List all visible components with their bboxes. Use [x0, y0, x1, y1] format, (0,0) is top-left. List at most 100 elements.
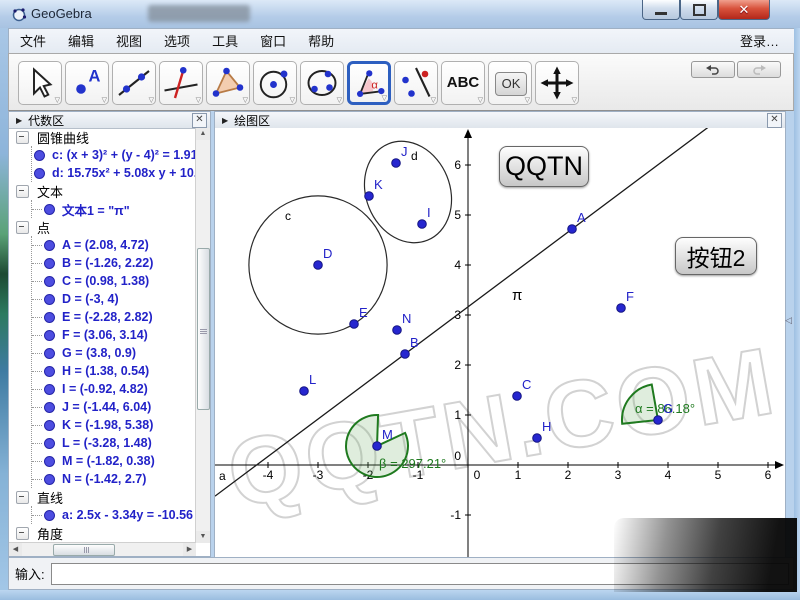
- algebra-item[interactable]: c: (x + 3)² + (y - 4)² = 1.91: [32, 146, 196, 164]
- point-C[interactable]: [512, 391, 522, 401]
- algebra-group-header[interactable]: 文本: [9, 182, 196, 200]
- visibility-bullet-icon[interactable]: [34, 149, 45, 161]
- visibility-bullet-icon[interactable]: [44, 401, 55, 413]
- ellipse-d[interactable]: [350, 128, 467, 256]
- tool-conic-through-points[interactable]: ▽: [300, 61, 344, 105]
- algebra-item[interactable]: C = (0.98, 1.38): [32, 272, 196, 290]
- angle-sector[interactable]: [345, 414, 409, 478]
- canvas-button-2[interactable]: 按钮2: [675, 237, 757, 275]
- visibility-bullet-icon[interactable]: [44, 347, 55, 359]
- algebra-item[interactable]: L = (-3.28, 1.48): [32, 434, 196, 452]
- algebra-item[interactable]: M = (-1.82, 0.38): [32, 452, 196, 470]
- algebra-item[interactable]: N = (-1.42, 2.7): [32, 470, 196, 488]
- tool-move-graphics-view[interactable]: ▽: [535, 61, 579, 105]
- line-a[interactable]: [215, 128, 781, 497]
- visibility-bullet-icon[interactable]: [44, 455, 55, 467]
- tool-reflect-about-line[interactable]: ▽: [394, 61, 438, 105]
- algebra-item[interactable]: 文本1 = "π": [32, 200, 196, 218]
- tool-dropdown-icon[interactable]: ▽: [524, 97, 530, 104]
- point-G[interactable]: [653, 415, 663, 425]
- point-J[interactable]: [391, 158, 401, 168]
- menu-item-3[interactable]: 选项: [164, 34, 191, 49]
- visibility-bullet-icon[interactable]: [44, 275, 55, 287]
- graphics-close-icon[interactable]: ✕: [767, 113, 782, 128]
- tool-circle-with-center[interactable]: ▽: [253, 61, 297, 105]
- algebra-item[interactable]: K = (-1.98, 5.38): [32, 416, 196, 434]
- tool-dropdown-icon[interactable]: ▽: [571, 97, 577, 104]
- algebra-item[interactable]: H = (1.38, 0.54): [32, 362, 196, 380]
- point-F[interactable]: [616, 303, 626, 313]
- redo-button[interactable]: [737, 61, 781, 78]
- menu-item-6[interactable]: 帮助: [308, 34, 335, 49]
- point-M[interactable]: [372, 441, 382, 451]
- tool-move[interactable]: ▽: [18, 61, 62, 105]
- algebra-group-header[interactable]: 角度: [9, 524, 196, 542]
- visibility-bullet-icon[interactable]: [44, 293, 55, 305]
- minimize-button[interactable]: [642, 0, 680, 20]
- canvas-button-1[interactable]: QQTN: [499, 146, 589, 187]
- visibility-bullet-icon[interactable]: [44, 509, 55, 521]
- tool-dropdown-icon[interactable]: ▽: [430, 97, 436, 104]
- visibility-bullet-icon[interactable]: [44, 437, 55, 449]
- menu-item-1[interactable]: 编辑: [68, 34, 95, 49]
- algebra-item[interactable]: D = (-3, 4): [32, 290, 196, 308]
- visibility-bullet-icon[interactable]: [44, 473, 55, 485]
- point-A[interactable]: [567, 224, 577, 234]
- tool-dropdown-icon[interactable]: ▽: [477, 97, 483, 104]
- tool-line-through-two-points[interactable]: ▽: [112, 61, 156, 105]
- algebra-item[interactable]: d: 15.75x² + 5.08x y + 10.: [32, 164, 196, 182]
- graphics-panel-header[interactable]: ▶ 绘图区 ✕: [215, 112, 785, 129]
- point-E[interactable]: [349, 319, 359, 329]
- point-D[interactable]: [313, 260, 323, 270]
- menu-item-4[interactable]: 工具: [212, 34, 239, 49]
- collapse-minus-icon[interactable]: [16, 526, 29, 540]
- tool-dropdown-icon[interactable]: ▽: [242, 97, 248, 104]
- algebra-item[interactable]: B = (-1.26, 2.22): [32, 254, 196, 272]
- tool-dropdown-icon[interactable]: ▽: [148, 97, 154, 104]
- tool-polygon[interactable]: ▽: [206, 61, 250, 105]
- algebra-item[interactable]: a: 2.5x - 3.34y = -10.56: [32, 506, 196, 524]
- scroll-down-icon[interactable]: ▼: [196, 531, 210, 543]
- visibility-bullet-icon[interactable]: [44, 239, 55, 251]
- undo-button[interactable]: [691, 61, 735, 78]
- scrollbar-thumb[interactable]: [53, 544, 115, 556]
- panel-menu-arrow-icon[interactable]: ▶: [16, 115, 23, 125]
- tool-dropdown-icon[interactable]: ▽: [336, 97, 342, 104]
- menu-item-2[interactable]: 视图: [116, 34, 143, 49]
- point-L[interactable]: [299, 386, 309, 396]
- tool-dropdown-icon[interactable]: ▽: [381, 95, 387, 102]
- algebra-close-icon[interactable]: ✕: [192, 113, 207, 128]
- command-input[interactable]: [50, 562, 789, 585]
- panel-menu-arrow-icon[interactable]: ▶: [222, 115, 229, 125]
- circle-c[interactable]: [248, 195, 388, 335]
- collapse-minus-icon[interactable]: [16, 130, 29, 144]
- scrollbar-thumb[interactable]: [197, 248, 210, 410]
- algebra-panel-header[interactable]: ▶ 代数区 ✕: [9, 112, 210, 129]
- maximize-button[interactable]: [680, 0, 718, 20]
- point-H[interactable]: [532, 433, 542, 443]
- tool-perpendicular-line[interactable]: ▽: [159, 61, 203, 105]
- point-I[interactable]: [417, 219, 427, 229]
- visibility-bullet-icon[interactable]: [44, 365, 55, 377]
- algebra-item[interactable]: G = (3.8, 0.9): [32, 344, 196, 362]
- tool-new-point[interactable]: A ▽: [65, 61, 109, 105]
- visibility-bullet-icon[interactable]: [44, 419, 55, 431]
- visibility-bullet-icon[interactable]: [34, 167, 45, 179]
- tool-dropdown-icon[interactable]: ▽: [101, 97, 107, 104]
- tool-dropdown-icon[interactable]: ▽: [195, 97, 201, 104]
- menu-item-0[interactable]: 文件: [20, 34, 47, 49]
- tool-dropdown-icon[interactable]: ▽: [289, 97, 295, 104]
- algebra-item[interactable]: E = (-2.28, 2.82): [32, 308, 196, 326]
- algebra-group-header[interactable]: 点: [9, 218, 196, 236]
- algebra-item[interactable]: A = (2.08, 4.72): [32, 236, 196, 254]
- close-button[interactable]: ✕: [718, 0, 770, 20]
- algebra-item[interactable]: J = (-1.44, 6.04): [32, 398, 196, 416]
- tool-insert-text[interactable]: ABC ▽: [441, 61, 485, 105]
- algebra-item[interactable]: I = (-0.92, 4.82): [32, 380, 196, 398]
- visibility-bullet-icon[interactable]: [44, 383, 55, 395]
- tool-angle[interactable]: α ▽: [347, 61, 391, 105]
- scroll-up-icon[interactable]: ▲: [196, 128, 210, 140]
- login-menu-item[interactable]: 登录…: [739, 34, 779, 49]
